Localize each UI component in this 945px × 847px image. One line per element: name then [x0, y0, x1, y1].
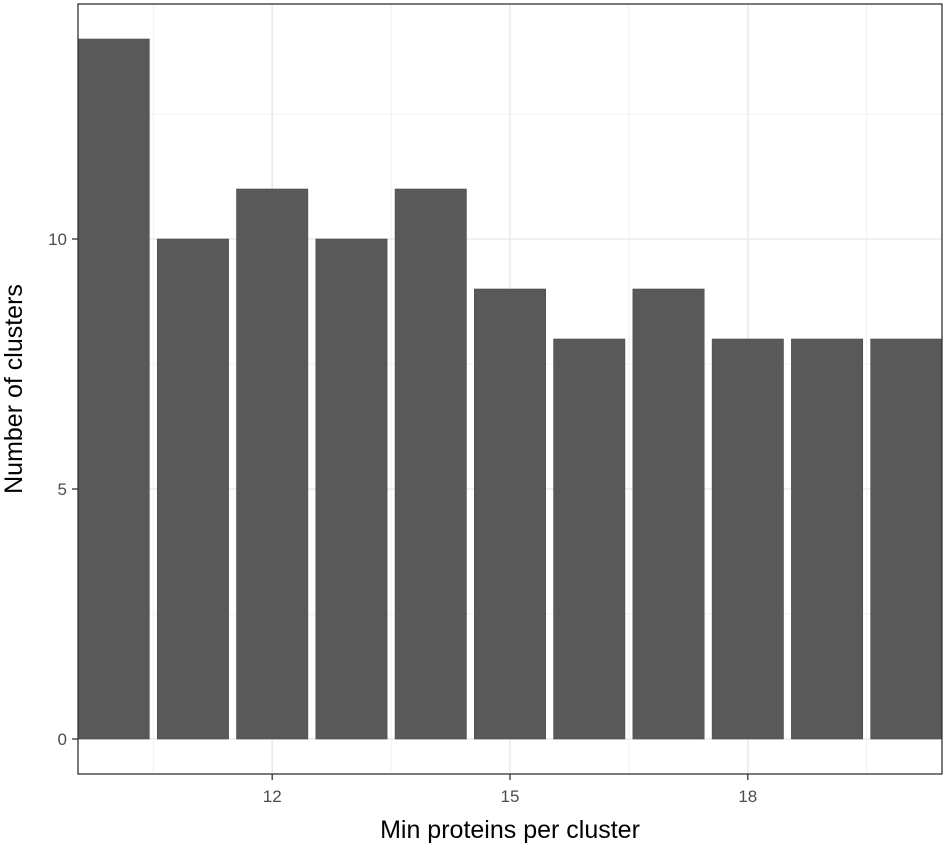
y-tick-label: 5 [58, 480, 67, 499]
bar [553, 338, 626, 740]
x-tick-label: 15 [501, 787, 520, 806]
y-axis-title: Number of clusters [0, 284, 28, 494]
x-axis-ticks: 12 15 18 [263, 774, 757, 806]
bar [315, 238, 388, 740]
bar [632, 288, 705, 740]
y-tick-label: 0 [58, 730, 67, 749]
x-tick-label: 18 [738, 787, 757, 806]
y-tick-label: 10 [48, 230, 67, 249]
bar [77, 38, 150, 740]
x-tick-label: 12 [263, 787, 282, 806]
x-axis-title: Min proteins per cluster [380, 816, 640, 844]
bar [474, 288, 546, 740]
bars [77, 38, 943, 740]
y-axis-ticks: 0 5 10 [48, 230, 78, 749]
bar [791, 338, 864, 740]
bar [870, 338, 943, 740]
bar [394, 188, 467, 740]
bar [156, 238, 229, 740]
bar [711, 338, 784, 740]
bar [236, 188, 309, 740]
